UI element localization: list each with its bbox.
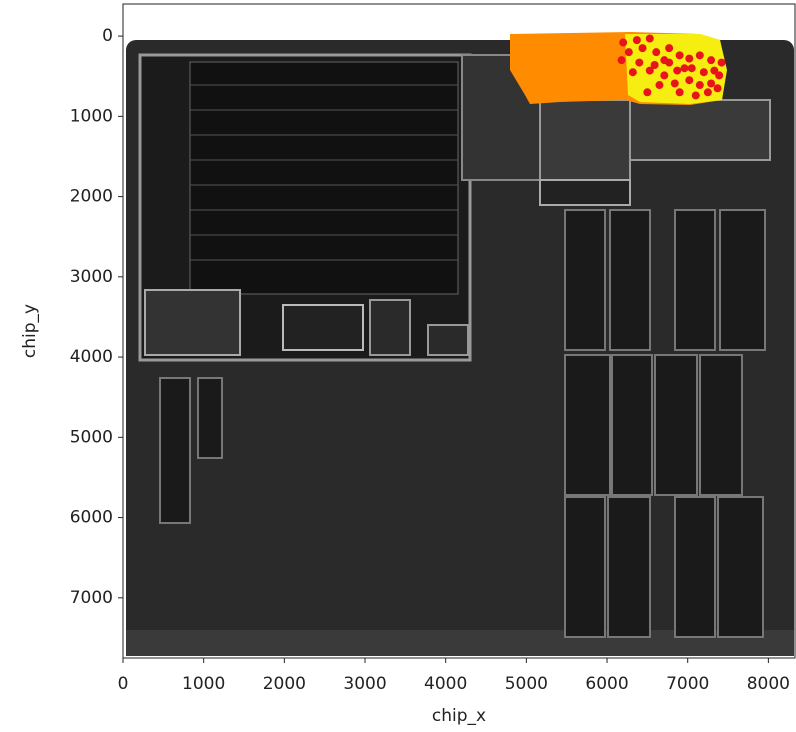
point [629,68,637,76]
x-tick-label: 6000 [585,674,628,694]
x-tick-label: 8000 [747,674,790,694]
point [676,51,684,59]
point [665,59,673,67]
y-tick-label: 7000 [70,588,113,608]
point [635,59,643,67]
chip-image [126,32,794,656]
x-tick-label: 7000 [666,674,709,694]
point [680,64,688,72]
point [685,76,693,84]
point [704,88,712,96]
y-tick-label: 3000 [70,267,113,287]
point [619,39,627,47]
y-tick-label: 6000 [70,508,113,528]
x-tick-label: 0 [118,674,129,694]
x-tick-label: 2000 [263,674,306,694]
point [633,36,641,44]
chart: chip_x chip_y 0 1000 2000 3000 4000 5000 6000 7… [0,0,796,732]
y-tick-label: 0 [102,26,113,46]
point [673,67,681,75]
point [718,59,726,67]
point [715,71,723,79]
point [707,79,715,87]
point [625,48,633,56]
point [652,48,660,56]
point [688,64,696,72]
point [696,81,704,89]
x-tick-label: 3000 [343,674,386,694]
point [651,61,659,69]
point [665,44,673,52]
point [700,68,708,76]
point [646,35,654,43]
point [639,44,647,52]
y-axis-label: chip_y [20,304,40,358]
point [671,79,679,87]
point [660,71,668,79]
y-tick-label: 1000 [70,106,113,126]
x-axis-label: chip_x [432,706,486,726]
point [707,56,715,64]
point [643,88,651,96]
point [692,91,700,99]
y-tick-label: 2000 [70,187,113,207]
point [618,56,626,64]
y-tick-label: 5000 [70,427,113,447]
point [676,88,684,96]
x-tick-label: 5000 [505,674,548,694]
point [696,51,704,59]
point [655,81,663,89]
x-tick-label: 4000 [424,674,467,694]
x-tick-label: 1000 [182,674,225,694]
y-tick-label: 4000 [70,347,113,367]
point [714,84,722,92]
point [685,55,693,63]
